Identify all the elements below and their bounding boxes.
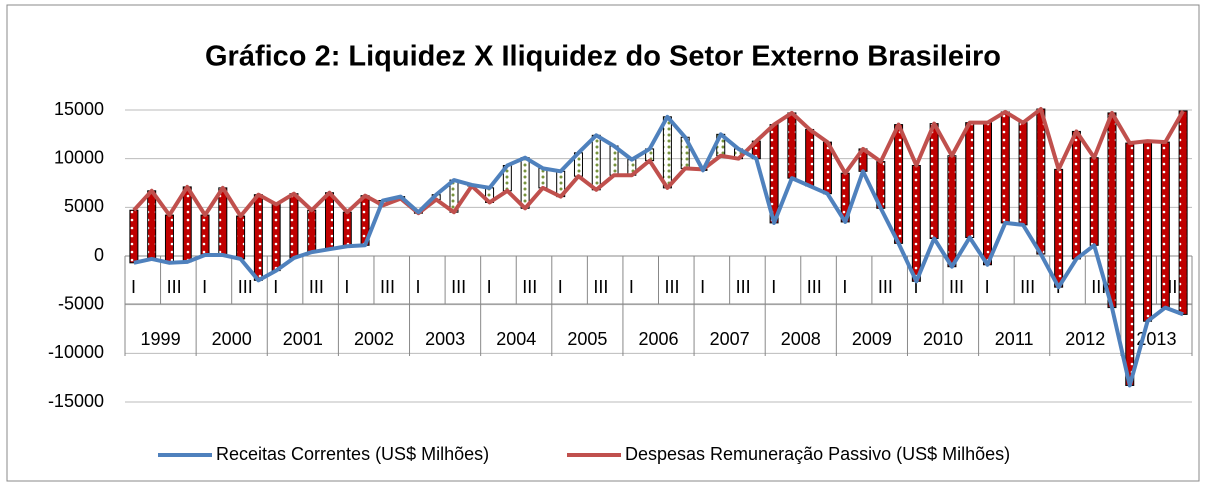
x-tick-label: III xyxy=(949,277,964,297)
x-group-label: 2003 xyxy=(425,329,465,349)
x-tick-label: III xyxy=(167,277,182,297)
x-tick-label: I xyxy=(344,277,349,297)
high-low-bar xyxy=(271,203,281,272)
high-low-bar xyxy=(591,134,601,191)
high-low-bar xyxy=(200,214,210,256)
x-tick-label: III xyxy=(736,277,751,297)
x-group-label: 2001 xyxy=(283,329,323,349)
chart-title: Gráfico 2: Liquidez X Iliquidez do Setor… xyxy=(205,41,1001,73)
x-group-label: 2007 xyxy=(710,329,750,349)
high-low-bar xyxy=(1071,130,1081,260)
high-low-bar xyxy=(662,116,672,189)
y-tick-label: -15000 xyxy=(48,391,104,411)
high-low-bar xyxy=(1089,157,1099,246)
high-low-bar xyxy=(965,122,975,239)
high-low-bar xyxy=(1178,110,1188,315)
x-tick-label: I xyxy=(842,277,847,297)
x-group-label: 2006 xyxy=(638,329,678,349)
high-low-bar xyxy=(1054,168,1064,288)
x-tick-label: III xyxy=(380,277,395,297)
high-low-bar xyxy=(218,187,228,256)
x-tick-label: I xyxy=(629,277,634,297)
high-low-bar xyxy=(1000,111,1010,224)
high-low-bar xyxy=(787,112,797,179)
y-tick-label: 0 xyxy=(94,245,104,265)
y-tick-label: 15000 xyxy=(54,99,104,119)
x-group-label: 1999 xyxy=(141,329,181,349)
x-tick-label: III xyxy=(238,277,253,297)
high-low-bar xyxy=(182,186,192,263)
x-tick-label: III xyxy=(593,277,608,297)
high-low-bar xyxy=(805,128,815,187)
high-low-bar xyxy=(1143,140,1153,322)
high-low-bar xyxy=(1125,142,1135,386)
high-low-bar xyxy=(929,123,939,239)
y-tick-label: -5000 xyxy=(58,293,104,313)
x-group-label: 2004 xyxy=(496,329,536,349)
x-group-label: 2013 xyxy=(1136,329,1176,349)
high-low-bar xyxy=(911,164,921,282)
high-low-bar xyxy=(253,194,263,281)
x-tick-label: I xyxy=(131,277,136,297)
high-low-bar xyxy=(325,192,335,250)
x-tick-label: I xyxy=(913,277,918,297)
y-tick-label: 10000 xyxy=(54,147,104,167)
x-group-label: 2002 xyxy=(354,329,394,349)
high-low-bar xyxy=(1036,108,1046,255)
x-group-label: 2005 xyxy=(567,329,607,349)
high-low-bar xyxy=(289,193,299,259)
x-tick-label: I xyxy=(416,277,421,297)
x-tick-label: I xyxy=(558,277,563,297)
y-tick-label: -10000 xyxy=(48,342,104,362)
high-low-bar xyxy=(894,124,904,244)
x-tick-label: I xyxy=(700,277,705,297)
high-low-bar xyxy=(307,209,317,253)
x-group-label: 2011 xyxy=(995,329,1034,349)
x-group-label: 2009 xyxy=(852,329,892,349)
x-tick-label: I xyxy=(202,277,207,297)
x-tick-label: III xyxy=(1020,277,1035,297)
high-low-bar xyxy=(164,214,174,264)
high-low-bar xyxy=(982,122,992,266)
high-low-bar xyxy=(1018,122,1028,226)
high-low-bar xyxy=(947,155,957,268)
high-low-bar xyxy=(147,190,157,260)
x-tick-label: I xyxy=(273,277,278,297)
x-tick-label: III xyxy=(807,277,822,297)
legend-label: Despesas Remuneração Passivo (US$ Milhõe… xyxy=(625,444,1010,464)
x-tick-label: III xyxy=(878,277,893,297)
x-tick-label: I xyxy=(771,277,776,297)
series-line xyxy=(132,107,1185,219)
high-low-bar xyxy=(1107,112,1117,309)
high-low-bar xyxy=(129,209,139,264)
high-low-bar xyxy=(1160,141,1170,309)
series-line xyxy=(133,114,1184,388)
x-group-label: 2008 xyxy=(781,329,821,349)
legend-label: Receitas Correntes (US$ Milhões) xyxy=(216,444,489,464)
x-tick-label: III xyxy=(522,277,537,297)
high-low-bar xyxy=(538,167,548,189)
high-low-bar xyxy=(236,215,246,260)
x-tick-label: III xyxy=(451,277,466,297)
x-group-label: 2012 xyxy=(1065,329,1105,349)
x-group-label: 2010 xyxy=(923,329,963,349)
high-low-bar xyxy=(520,157,530,209)
x-group-label: 2000 xyxy=(212,329,252,349)
x-tick-label: III xyxy=(309,277,324,297)
x-tick-label: III xyxy=(665,277,680,297)
x-tick-label: I xyxy=(487,277,492,297)
high-low-bar xyxy=(342,211,352,247)
x-tick-label: I xyxy=(985,277,990,297)
y-tick-label: 5000 xyxy=(64,196,104,216)
